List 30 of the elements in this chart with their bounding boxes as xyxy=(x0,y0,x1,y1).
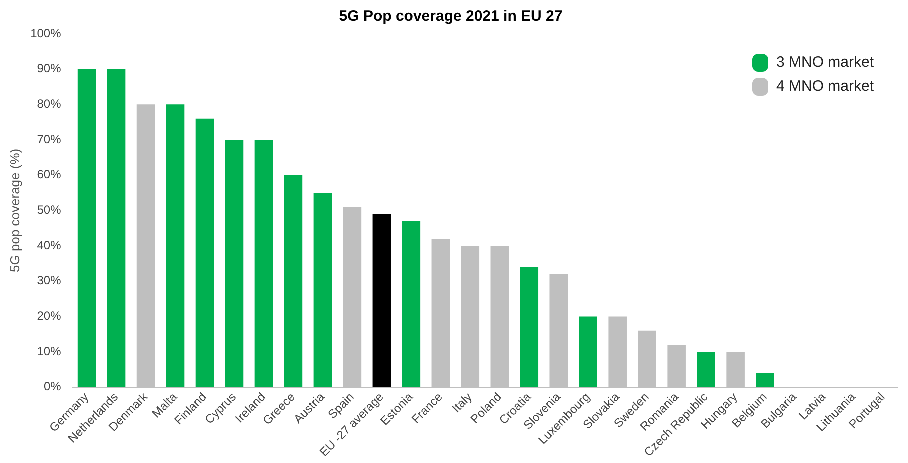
y-tick-label: 50% xyxy=(37,203,62,218)
legend-label: 4 MNO market xyxy=(776,78,875,96)
bar xyxy=(284,175,303,388)
bar xyxy=(756,373,774,388)
bar xyxy=(254,140,274,388)
legend-label: 3 MNO market xyxy=(776,54,875,72)
y-tick-label: 70% xyxy=(37,132,62,146)
bar xyxy=(107,69,126,388)
x-tick-label: Italy xyxy=(449,390,475,416)
y-tick-label: 30% xyxy=(37,274,62,288)
y-axis-title: 5G pop coverage (%) xyxy=(7,148,22,272)
chart-title: 5G Pop coverage 2021 in EU 27 xyxy=(339,8,563,26)
bar xyxy=(372,214,392,388)
bar xyxy=(520,267,539,388)
y-tick-label: 40% xyxy=(37,238,62,252)
y-tick-label: 20% xyxy=(37,309,62,324)
y-tick-label: 10% xyxy=(37,344,62,358)
bar xyxy=(314,193,332,388)
bar xyxy=(166,104,185,388)
y-tick-label: 80% xyxy=(37,96,62,111)
y-tick-label: 90% xyxy=(37,62,62,76)
y-tick-label: 60% xyxy=(37,168,62,182)
y-tick-label: 100% xyxy=(30,26,62,40)
bar xyxy=(196,118,214,388)
bar xyxy=(697,352,716,388)
y-tick-label: 0% xyxy=(44,380,62,394)
bar xyxy=(402,221,421,388)
bar xyxy=(579,316,598,388)
bar xyxy=(225,140,244,388)
bar xyxy=(78,69,96,388)
